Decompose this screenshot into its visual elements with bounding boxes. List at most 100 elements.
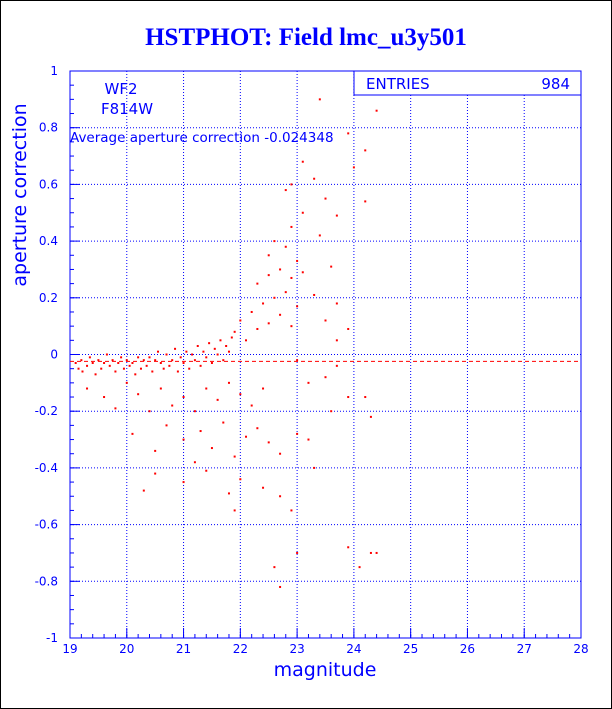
data-point [103,396,106,399]
data-point [108,364,111,367]
data-point [267,322,270,325]
data-point [88,356,91,359]
data-point [77,367,80,370]
data-point [225,344,228,347]
data-point [369,551,372,554]
chip-label: WF2 [104,80,137,98]
x-tick-label: 28 [573,642,588,656]
x-tick-label: 23 [289,642,304,656]
y-tick-label: 1 [50,64,58,78]
data-point [307,438,310,441]
data-point [159,362,162,365]
data-point [256,327,259,330]
filter-label: F814W [101,100,153,118]
x-tick-label: 27 [517,642,532,656]
y-tick-label: 0 [50,348,58,362]
data-point [80,359,83,362]
data-point [296,359,299,362]
stats-box [353,70,582,96]
data-point [174,347,177,350]
data-point [273,240,276,243]
data-point [210,362,213,365]
data-point [148,356,151,359]
data-point [74,362,77,365]
data-point [230,336,233,339]
data-point [324,319,327,322]
data-point [290,225,293,228]
data-point [222,421,225,424]
data-point [296,259,299,262]
y-axis-label: aperture correction [9,103,31,286]
data-point [142,489,145,492]
data-point [250,310,253,313]
y-axis: -1 -0.8 -0.6 -0.4 -0.2 0 0.2 0.4 0.6 0.8 1 [35,64,80,645]
stats-label: ENTRIES [366,75,430,93]
data-point [193,359,196,362]
data-point [227,492,230,495]
data-point [128,364,131,367]
data-point [191,353,194,356]
data-point [267,274,270,277]
data-point [324,376,327,379]
data-point [296,305,299,308]
stats-value: 984 [541,75,570,93]
data-point [279,313,282,316]
data-point [122,367,125,370]
data-point [347,132,350,135]
data-point [125,359,128,362]
data-point [199,364,202,367]
data-point [131,362,134,365]
data-point [245,435,248,438]
data-point [262,486,265,489]
data-point [301,271,304,274]
data-point [148,410,151,413]
data-point [193,410,196,413]
data-point [267,254,270,257]
data-point [262,302,265,305]
data-point [250,404,253,407]
data-point [233,509,236,512]
data-point [239,319,242,322]
data-point [154,449,157,452]
y-tick-label: 0.6 [39,177,58,191]
data-point [279,495,282,498]
data-point [165,353,168,356]
average-annotation: Average aperture correction -0.024348 [70,130,334,146]
data-point [256,282,259,285]
data-point [182,438,185,441]
data-point [154,472,157,475]
data-point [364,149,367,152]
x-axis-label: magnitude [274,659,377,681]
data-point [162,367,165,370]
data-point [137,393,140,396]
data-point [279,452,282,455]
data-point [179,356,182,359]
data-point [222,359,225,362]
chart-title: HSTPHOT: Field lmc_u3y501 [145,24,467,51]
data-point [324,197,327,200]
data-point [239,478,242,481]
data-point [245,339,248,342]
data-point [176,370,179,373]
data-point [335,214,338,217]
data-point [307,381,310,384]
data-point [375,109,378,112]
data-point [171,359,174,362]
data-point [262,387,265,390]
y-tick-label: -0.4 [35,461,58,475]
data-point [134,373,137,376]
data-point [364,396,367,399]
data-point [335,339,338,342]
data-point [290,509,293,512]
data-point [145,364,148,367]
data-point [256,427,259,430]
data-point [188,367,191,370]
data-point [313,293,316,296]
data-point [239,393,242,396]
y-tick-label: 0.4 [39,234,58,248]
data-point [182,396,185,399]
data-point [103,362,106,365]
data-point [233,330,236,333]
data-point [185,350,188,353]
